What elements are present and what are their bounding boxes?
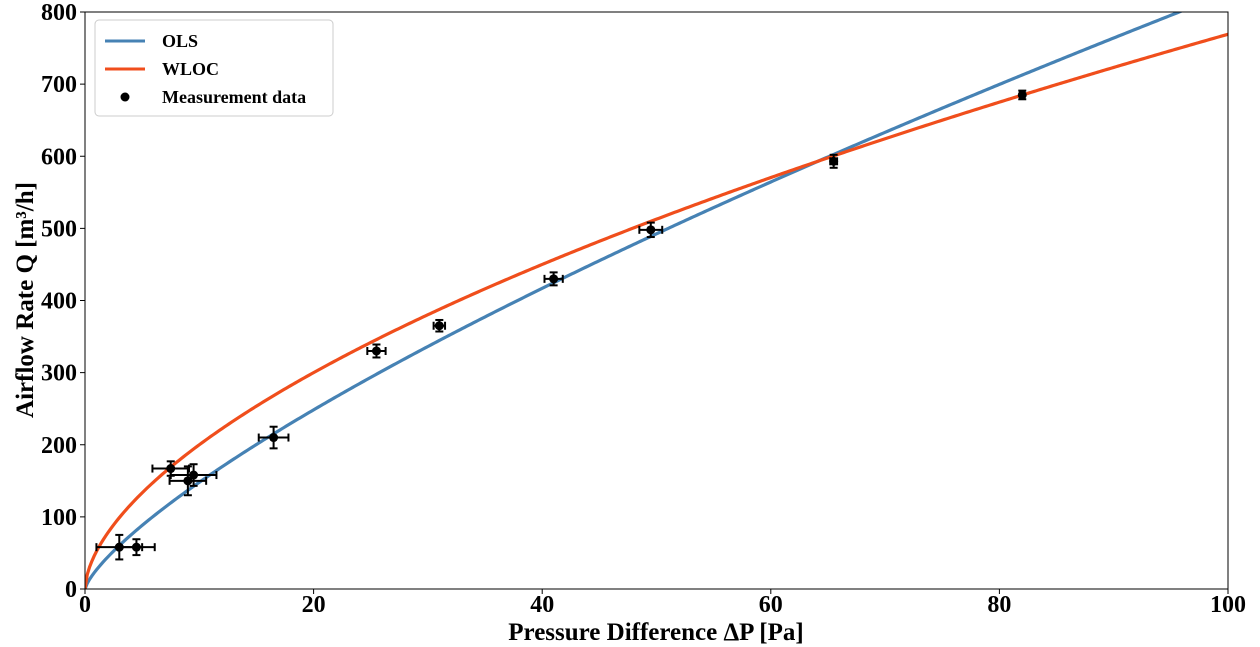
x-tick-label: 60: [759, 592, 783, 618]
y-tick-label: 0: [65, 577, 77, 603]
x-tick-label: 100: [1210, 592, 1246, 618]
measurement-marker: [131, 542, 141, 552]
data-point: [432, 318, 447, 333]
x-tick-label: 80: [987, 592, 1011, 618]
measurement-marker: [183, 476, 193, 486]
x-axis-label: Pressure Difference ΔP [Pa]: [508, 619, 803, 646]
measurement-marker: [646, 225, 656, 235]
x-tick-label: 40: [530, 592, 554, 618]
x-tick-label: 20: [302, 592, 326, 618]
y-axis-label: Airflow Rate Q [m³/h]: [12, 182, 39, 418]
y-tick-label: 800: [41, 0, 77, 26]
y-tick-label: 200: [41, 433, 77, 459]
x-tick-label: 0: [79, 592, 91, 618]
measurement-marker: [829, 156, 839, 166]
legend-swatch-measurement: [120, 92, 130, 102]
data-point: [169, 463, 218, 487]
legend-label-wloc: WLOC: [162, 59, 219, 79]
data-point: [366, 343, 387, 359]
series-line-ols: [85, 12, 1184, 589]
data-point: [151, 460, 191, 477]
data-point: [168, 465, 208, 497]
data-point: [257, 425, 290, 450]
measurement-marker: [166, 464, 176, 474]
measurement-marker: [434, 321, 444, 331]
y-tick-label: 700: [41, 72, 77, 98]
points-layer: [95, 89, 1027, 561]
ticks-layer: 0 20 40 60 80 100 0 100 200 300 400 500 600 700 800: [41, 0, 1246, 618]
measurement-marker: [269, 433, 279, 443]
legend-label-ols: OLS: [162, 31, 198, 51]
series-line-wloc: [85, 32, 1228, 589]
y-tick-label: 100: [41, 505, 77, 531]
legend: OLS WLOC Measurement data: [94, 19, 334, 117]
data-point: [117, 538, 156, 557]
data-point: [829, 153, 839, 169]
y-tick-label: 600: [41, 144, 77, 170]
legend-label-measurement: Measurement data: [162, 87, 306, 107]
y-tick-label: 400: [41, 289, 77, 315]
data-point: [1017, 89, 1027, 101]
measurement-marker: [549, 274, 559, 284]
legend-box: [94, 19, 334, 117]
y-tick-label: 500: [41, 216, 77, 242]
data-point: [638, 221, 664, 239]
measurement-marker: [189, 470, 199, 480]
measurement-marker: [371, 346, 381, 356]
data-point: [543, 271, 564, 287]
curves-layer: [85, 12, 1228, 589]
y-tick-label: 300: [41, 361, 77, 387]
measurement-marker: [1017, 90, 1027, 100]
